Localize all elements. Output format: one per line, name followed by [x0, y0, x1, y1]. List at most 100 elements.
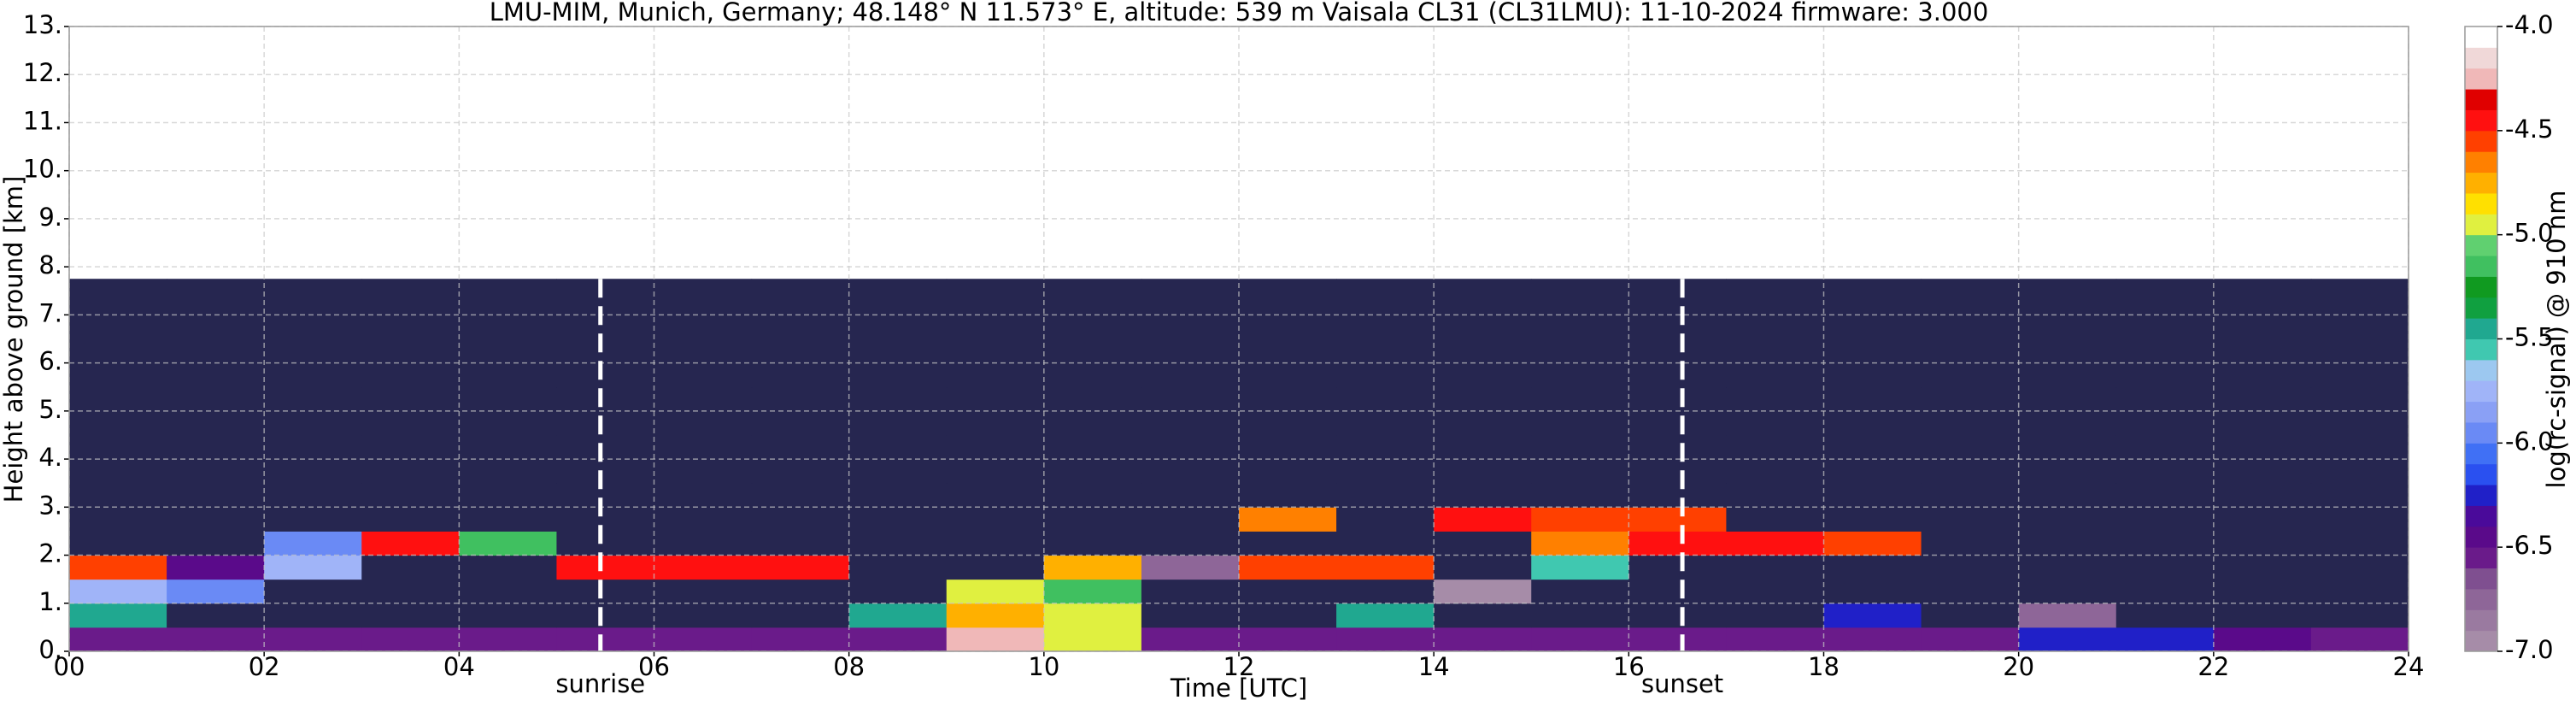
y-axis-label: Height above ground [km]: [0, 176, 28, 503]
y-tick-label: 4.: [38, 443, 62, 472]
heatmap-cell: [69, 386, 167, 412]
heatmap-cell: [69, 579, 167, 604]
heatmap-cell: [1434, 627, 1532, 652]
heatmap-cell: [2213, 483, 2312, 508]
colorbar-band: [2465, 151, 2497, 174]
colorbar-band: [2465, 47, 2497, 69]
heatmap-cell: [1239, 555, 1337, 580]
heatmap-cell: [946, 579, 1045, 604]
heatmap-cell: [1921, 627, 2020, 652]
heatmap-cell: [2310, 279, 2409, 291]
x-tick-label: 18: [1808, 652, 1840, 681]
heatmap-cell: [69, 603, 167, 628]
heatmap-cell: [556, 555, 654, 580]
colorbar-band: [2465, 26, 2497, 48]
heatmap-cell: [1531, 483, 1629, 508]
heatmap-cell: [2310, 338, 2409, 364]
heatmap-cell: [1239, 315, 1337, 339]
heatmap-cell: [946, 386, 1045, 412]
heatmap-cell: [1043, 410, 1142, 436]
heatmap-cell: [2018, 579, 2117, 604]
colorbar-band: [2465, 234, 2497, 256]
heatmap-cell: [167, 315, 265, 339]
heatmap-cell: [69, 555, 167, 580]
heatmap-cell: [2213, 338, 2312, 364]
heatmap-cell: [1239, 291, 1337, 315]
heatmap-cell: [1531, 531, 1629, 556]
x-tick-label: 00: [54, 652, 85, 681]
heatmap-cell: [1726, 386, 1824, 412]
heatmap-cell: [361, 627, 460, 652]
heatmap-cell: [1628, 627, 1727, 652]
heatmap-cell: [2213, 603, 2312, 628]
colorbar-band: [2465, 380, 2497, 403]
heatmap-cell: [459, 627, 557, 652]
heatmap-cell: [1043, 531, 1142, 556]
heatmap-cell: [654, 507, 753, 532]
heatmap-cell: [556, 279, 654, 291]
heatmap-cell: [1141, 279, 1240, 291]
heatmap-cell: [1434, 507, 1532, 532]
heatmap-cell: [2018, 627, 2117, 652]
heatmap-cell: [556, 338, 654, 364]
heatmap-cell: [1628, 459, 1727, 484]
heatmap-cell: [167, 434, 265, 460]
heatmap-cell: [1531, 338, 1629, 364]
heatmap-cell: [264, 459, 362, 484]
heatmap-cell: [1628, 507, 1727, 532]
heatmap-cell: [264, 315, 362, 339]
heatmap-cell: [946, 434, 1045, 460]
heatmap-cell: [361, 603, 460, 628]
heatmap-cell: [167, 386, 265, 412]
heatmap-cell: [1628, 555, 1727, 580]
heatmap-cell: [361, 410, 460, 436]
heatmap-cell: [1239, 386, 1337, 412]
heatmap-cell: [459, 315, 557, 339]
heatmap-cell: [1141, 315, 1240, 339]
x-tick-label: 14: [1418, 652, 1450, 681]
heatmap-cell: [1726, 483, 1824, 508]
colorbar-tick-label: -4.5: [2505, 115, 2554, 144]
heatmap-cell: [69, 279, 167, 291]
heatmap-cell: [459, 338, 557, 364]
heatmap-cell: [1141, 291, 1240, 315]
heatmap-cell: [1628, 291, 1727, 315]
heatmap-cell: [69, 483, 167, 508]
heatmap-cell: [1434, 603, 1532, 628]
heatmap-cell: [1141, 579, 1240, 604]
heatmap-cell: [459, 579, 557, 604]
heatmap-cell: [556, 627, 654, 652]
heatmap-cell: [69, 507, 167, 532]
colorbar-band: [2465, 130, 2497, 152]
heatmap-cell: [264, 279, 362, 291]
heatmap-cell: [1336, 483, 1435, 508]
heatmap-cell: [946, 338, 1045, 364]
colorbar-band: [2465, 214, 2497, 236]
heatmap-cell: [946, 531, 1045, 556]
heatmap-cell: [361, 279, 460, 291]
colorbar-label: log(rc-signal) @ 910 nm: [2542, 191, 2571, 489]
colorbar-band: [2465, 338, 2497, 361]
heatmap-cell: [1043, 603, 1142, 628]
heatmap-cell: [1823, 315, 1922, 339]
y-tick-label: 0.: [38, 635, 62, 664]
heatmap-cell: [167, 507, 265, 532]
heatmap-cell: [1239, 434, 1337, 460]
heatmap-cell: [361, 386, 460, 412]
heatmap-cell: [946, 279, 1045, 291]
colorbar-tick-label: -5.5: [2505, 323, 2554, 352]
heatmap-cell: [1141, 555, 1240, 580]
heatmap-cell: [2115, 386, 2215, 412]
heatmap-cell: [1921, 410, 2020, 436]
colorbar-band: [2465, 276, 2497, 298]
heatmap-cell: [946, 603, 1045, 628]
heatmap-cell: [751, 386, 850, 412]
heatmap-cell: [361, 531, 460, 556]
heatmap-cell: [361, 434, 460, 460]
heatmap-cell: [751, 434, 850, 460]
heatmap-cell: [264, 531, 362, 556]
heatmap-cell: [1043, 483, 1142, 508]
heatmap-cell: [1921, 603, 2020, 628]
heatmap-cell: [848, 459, 948, 484]
heatmap-cell: [1336, 315, 1435, 339]
